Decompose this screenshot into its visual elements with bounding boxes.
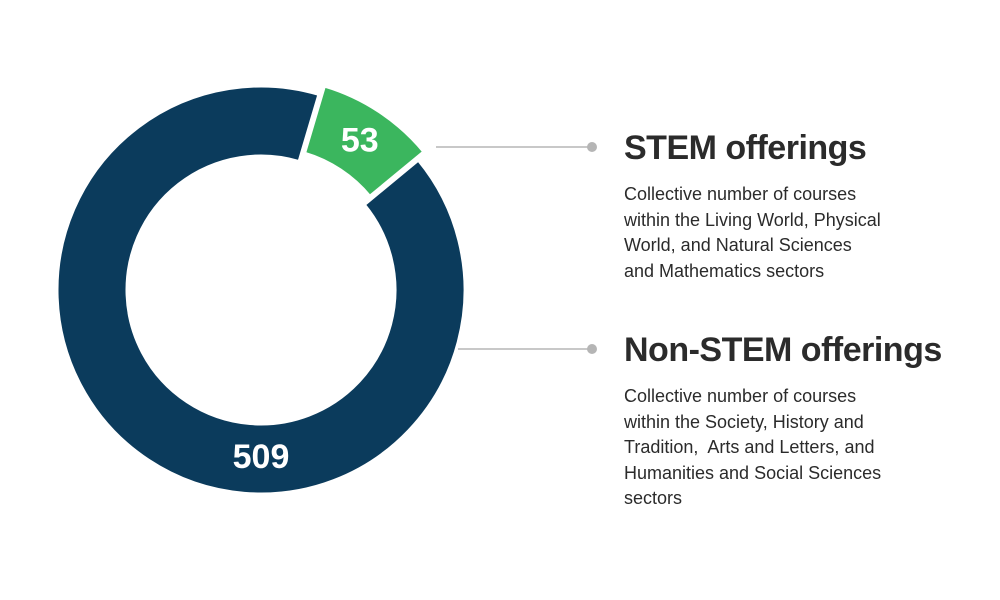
legend-desc-line: World, and Natural Sciences <box>624 235 852 255</box>
value-label-stem: 53 <box>341 122 379 160</box>
legend-desc-line: and Mathematics sectors <box>624 260 825 281</box>
legend-stem: STEM offerings Collective number of cour… <box>624 128 964 284</box>
slice-non-stem <box>55 84 467 496</box>
legend-desc-line: Tradition, Arts and Letters, and <box>624 437 875 457</box>
legend-desc-line: Humanities and Social Sciences <box>624 462 882 483</box>
legend-desc-line: Collective number of courses <box>624 386 857 406</box>
legend-title-stem: STEM offerings <box>624 129 867 167</box>
legend-title-non-stem: Non-STEM offerings <box>624 331 942 369</box>
legend-desc-line: within the Society, History and <box>624 411 864 432</box>
leader-dot-non-stem <box>587 344 597 354</box>
legend-description-non-stem: Collective number of courses within the … <box>624 384 924 512</box>
legend-desc-line: within the Living World, Physical <box>624 209 881 230</box>
leader-dot-stem <box>587 142 597 152</box>
legend-desc-line: sectors <box>624 488 683 508</box>
legend-description-stem: Collective number of courses within the … <box>624 182 924 284</box>
slice-stem <box>302 84 426 199</box>
value-label-non-stem: 509 <box>233 438 290 476</box>
legend-non-stem: Non-STEM offerings Collective number of … <box>624 330 964 512</box>
legend-desc-line: Collective number of courses <box>624 184 857 204</box>
